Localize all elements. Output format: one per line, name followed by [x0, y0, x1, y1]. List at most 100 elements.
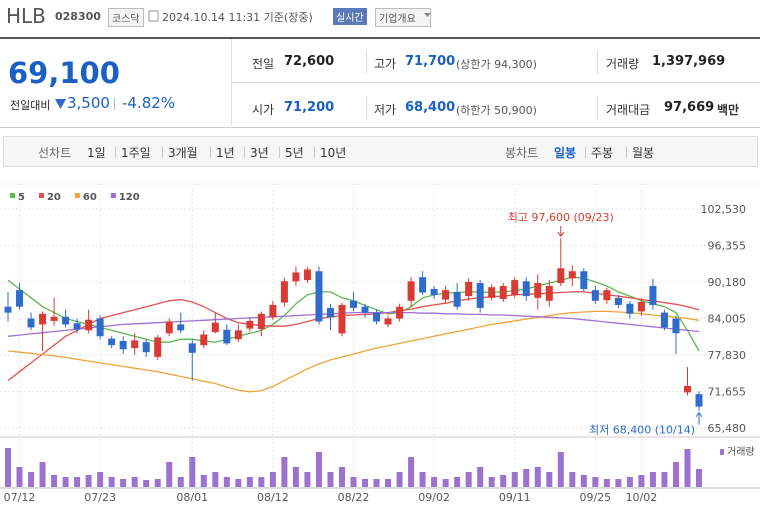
field-label: 거래대금: [606, 103, 651, 117]
field-value: 68,400: [405, 100, 456, 115]
candle-body: [62, 316, 70, 325]
legend-label: 60: [83, 192, 97, 203]
dropdown-arrow: [424, 13, 431, 17]
volume-bar: [442, 479, 449, 487]
candle-body: [361, 306, 369, 313]
volume-bar: [419, 472, 426, 487]
tab[interactable]: 월봉: [632, 146, 655, 160]
chart: 65,480 71,655 77,830 84,005 90,180 96,355 102,…: [0, 183, 760, 504]
candle-body: [96, 318, 104, 337]
volume-bar: [454, 477, 461, 487]
volume-bar: [511, 472, 518, 487]
volume-bar: [638, 475, 645, 487]
tab[interactable]: 주봉: [591, 146, 614, 160]
tab[interactable]: 일봉: [554, 146, 577, 160]
volume-bar: [258, 477, 265, 487]
volume-bar: [97, 472, 104, 487]
candle-body: [315, 271, 323, 322]
tab[interactable]: 1일: [87, 146, 106, 160]
tab[interactable]: 1년: [216, 146, 235, 160]
volume-bar: [120, 479, 127, 487]
candle-body: [545, 286, 553, 301]
tab: 봉차트: [505, 146, 539, 160]
y-tick-label: 71,655: [708, 386, 747, 399]
volume-bar: [488, 477, 495, 487]
candle-body: [350, 300, 357, 308]
candle-body: [269, 304, 277, 318]
legend-label: 120: [119, 192, 140, 203]
volume-bar: [569, 472, 576, 487]
volume-bar: [166, 462, 173, 487]
volume-bar: [626, 477, 633, 487]
field-label: 거래량: [606, 57, 640, 71]
x-tick-label: 09/11: [499, 491, 531, 504]
field-value: 97,669: [664, 100, 715, 115]
overview-dropdown[interactable]: 기업개요: [375, 8, 431, 27]
candle-body: [257, 313, 265, 330]
tab-separator: [314, 147, 315, 158]
candle-body: [280, 281, 288, 303]
divider: [366, 96, 367, 120]
candle-body: [499, 286, 507, 300]
candle-body: [695, 394, 703, 407]
quote-box: [0, 37, 760, 128]
volume-legend: 거래량: [727, 446, 755, 458]
volume-bar: [315, 452, 322, 487]
tab[interactable]: 1주일: [121, 146, 151, 160]
volume-bar: [396, 472, 403, 487]
volume-bar: [131, 477, 138, 487]
field-value: 1,397,969: [652, 54, 726, 69]
candle-body: [142, 342, 150, 353]
timestamp: 2024.10.14 11:31 기준(장중): [162, 11, 313, 24]
candle-body: [326, 307, 334, 318]
y-tick-label: 90,180: [708, 276, 747, 289]
field-label: 저가: [374, 103, 397, 117]
candle-body: [384, 318, 392, 325]
candle-body: [626, 303, 634, 314]
volume-bar: [292, 467, 299, 487]
tab[interactable]: 5년: [285, 146, 304, 160]
stock-name: HLB: [6, 4, 46, 28]
volume-bar: [557, 452, 564, 487]
candle-body: [580, 271, 588, 289]
candle-body: [131, 340, 139, 349]
volume-bar: [246, 477, 253, 487]
candle-body: [85, 319, 93, 331]
y-tick-label: 77,830: [708, 349, 747, 362]
volume-bar: [62, 477, 69, 487]
annotation-arrow: [557, 226, 565, 237]
realtime-button[interactable]: 실시간: [333, 8, 367, 25]
legend-label: 20: [47, 192, 61, 203]
tab[interactable]: 3년: [250, 146, 269, 160]
volume-bar: [223, 477, 230, 487]
legend-label: 5: [18, 192, 25, 203]
candle-body: [419, 277, 427, 293]
volume-bar: [74, 477, 81, 487]
annotation-arrow: [695, 411, 703, 425]
field-label: 전일: [252, 57, 275, 71]
field-label: 고가: [374, 57, 397, 71]
divider: [597, 96, 598, 120]
stock-code: 028300: [55, 10, 101, 23]
volume-bar: [373, 479, 380, 487]
tab[interactable]: 10년: [320, 146, 347, 160]
candle-body: [303, 269, 311, 281]
candle-body: [338, 304, 346, 334]
candle-body: [430, 288, 438, 295]
x-tick-label: 08/22: [338, 491, 370, 504]
candle-body: [39, 313, 47, 325]
tab[interactable]: 3개월: [168, 146, 198, 160]
divider: [597, 50, 598, 74]
volume-bar: [603, 479, 610, 487]
volume-bar: [408, 457, 415, 487]
volume-bar: [154, 479, 161, 487]
volume-bar: [85, 475, 92, 487]
down-arrow: [55, 99, 66, 109]
volume-bar: [177, 477, 184, 487]
volume-bar: [200, 475, 207, 487]
field-value: 72,600: [284, 54, 335, 69]
candle-body: [200, 334, 208, 346]
candle-body: [188, 343, 196, 353]
limit: (하한가 50,900): [456, 104, 537, 117]
legend-swatch: [38, 193, 44, 198]
